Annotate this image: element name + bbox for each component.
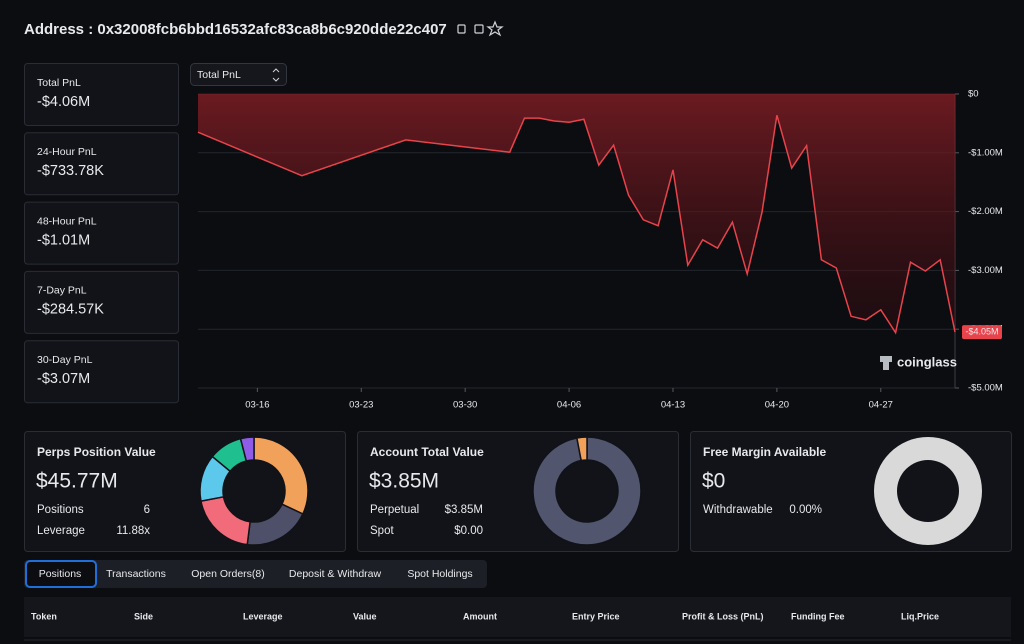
active-tab <box>25 560 97 588</box>
tab[interactable]: Transactions <box>106 568 166 580</box>
table-header <box>24 597 1011 637</box>
table-header-cell: Liq.Price <box>901 611 939 621</box>
pnl-card <box>24 201 179 265</box>
x-tick-label: 03-16 <box>245 400 269 411</box>
y-tick-label: -$2.00M <box>968 206 1003 217</box>
pnl-value: -$1.01M <box>37 232 90 248</box>
watermark-logo <box>880 356 892 370</box>
summary-row-value: $0.00 <box>454 525 483 537</box>
pnl-line <box>197 114 956 335</box>
summary-row-label: Leverage <box>37 525 85 537</box>
pnl-label: 7-Day PnL <box>37 285 87 297</box>
chart-selector-label: Total PnL <box>197 69 241 81</box>
y-tick-label: $0 <box>968 89 979 100</box>
pnl-card <box>24 132 179 196</box>
watermark: coinglass <box>897 354 957 369</box>
selector-chevron <box>272 68 280 82</box>
y-tick-label: -$5.00M <box>968 383 1003 394</box>
tab[interactable]: Positions <box>39 568 82 580</box>
pnl-card <box>24 270 179 334</box>
summary-row-label: Perpetual <box>370 504 419 516</box>
summary-row-value: 11.88x <box>116 525 150 537</box>
y-tick-label: -$1.00M <box>968 147 1003 158</box>
pnl-value: -$284.57K <box>37 302 104 318</box>
tab[interactable]: Deposit & Withdraw <box>289 568 382 580</box>
table-header-cell: Side <box>134 611 153 621</box>
donut-segment <box>532 436 642 546</box>
summary-title: Account Total Value <box>370 445 484 459</box>
summary-title: Free Margin Available <box>703 445 826 459</box>
table-header-cell: Leverage <box>243 611 283 621</box>
chart-selector[interactable] <box>190 63 287 86</box>
pnl-value: -$3.07M <box>37 371 90 387</box>
summary-row-label: Withdrawable <box>703 504 773 516</box>
pnl-value: -$4.06M <box>37 94 90 110</box>
summary-title: Perps Position Value <box>37 445 156 459</box>
tab[interactable]: Open Orders(8) <box>191 568 265 580</box>
address-title: Address : 0x32008fcb6bbd16532afc83ca8b6c… <box>24 21 447 38</box>
pnl-area <box>198 94 955 333</box>
title-icons <box>457 20 504 37</box>
copy-icon[interactable] <box>457 24 466 34</box>
table-header-cell: Entry Price <box>572 611 620 621</box>
summary-row-label: Spot <box>370 525 394 537</box>
pnl-card <box>24 340 179 404</box>
pnl-label: 30-Day PnL <box>37 354 93 366</box>
table-header-cell: Funding Fee <box>791 611 845 621</box>
table-header-cell: Amount <box>463 611 497 621</box>
pnl-label: Total PnL <box>37 77 81 89</box>
x-tick-label: 03-30 <box>453 400 477 411</box>
pnl-label: 48-Hour PnL <box>37 215 97 227</box>
tab-bar <box>24 560 487 588</box>
edit-icon[interactable] <box>474 24 484 34</box>
pnl-label: 24-Hour PnL <box>37 146 97 158</box>
donut-segment <box>576 436 588 462</box>
donut-segment <box>239 436 255 462</box>
summary-value: $3.85M <box>369 470 439 493</box>
summary-row-label: Positions <box>37 504 84 516</box>
tab[interactable]: Spot Holdings <box>407 568 472 580</box>
y-tick-label: -$3.00M <box>968 265 1003 276</box>
summary-value: $45.77M <box>36 470 118 493</box>
donut-segment <box>874 437 982 545</box>
x-tick-label: 04-06 <box>557 400 581 411</box>
current-value-label: -$4.05M <box>965 327 998 337</box>
table-header-cell: Value <box>353 611 377 621</box>
summary-row-value: 0.00% <box>789 504 822 516</box>
x-tick-label: 04-13 <box>661 400 685 411</box>
table-header-cell: Token <box>31 611 57 621</box>
summary-row-value: $3.85M <box>445 504 483 516</box>
x-tick-label: 04-20 <box>765 400 789 411</box>
table-header-cell: Profit & Loss (PnL) <box>682 611 764 621</box>
summary-row-value: 6 <box>144 504 150 516</box>
current-value-badge <box>962 325 1002 340</box>
pnl-card <box>24 63 179 126</box>
star-icon[interactable] <box>486 20 504 37</box>
pnl-value: -$733.78K <box>37 163 104 179</box>
x-tick-label: 03-23 <box>349 400 373 411</box>
x-tick-label: 04-27 <box>869 400 893 411</box>
summary-value: $0 <box>702 470 725 493</box>
summary-card <box>690 431 1012 552</box>
